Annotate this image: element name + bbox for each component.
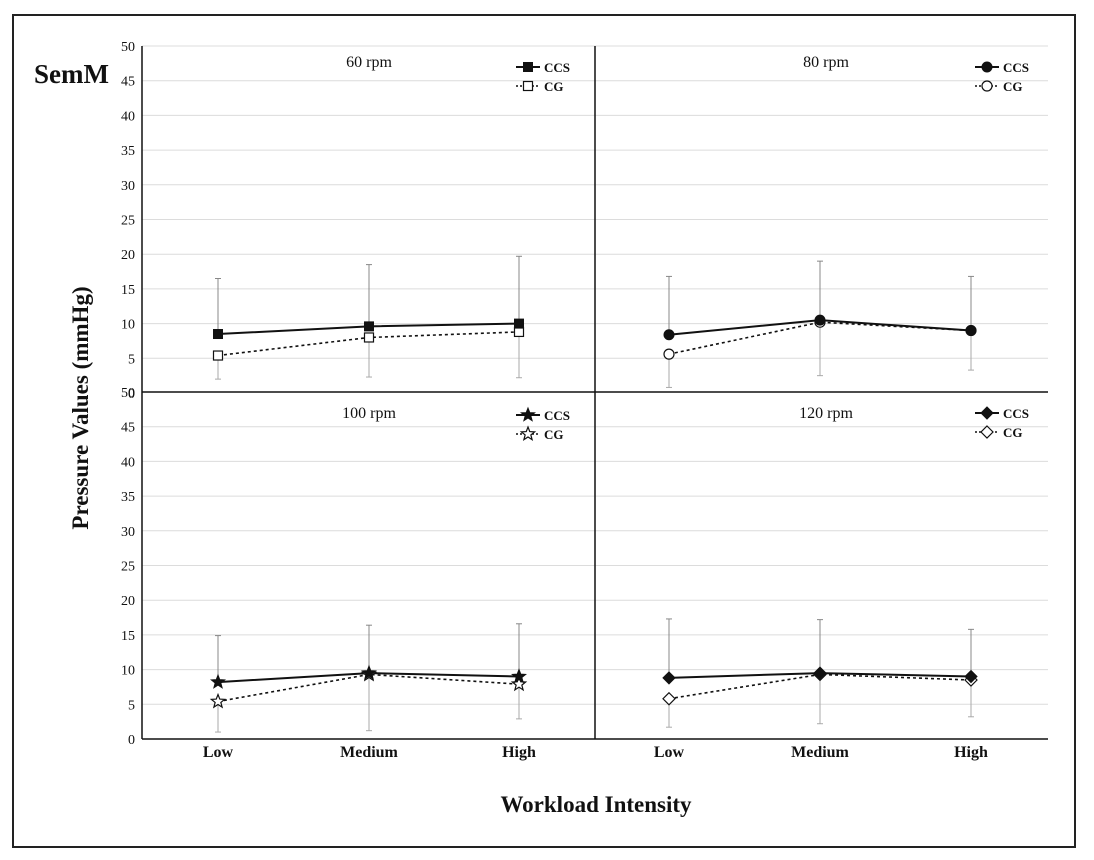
data-point-ccs: [361, 664, 377, 680]
legend-label-ccs: CCS: [1003, 60, 1029, 75]
data-point-cg: [663, 348, 675, 360]
legend-label-ccs: CCS: [544, 60, 570, 75]
legend-label-cg: CG: [1003, 425, 1023, 440]
y-tick-label: 20: [121, 248, 135, 263]
legend-marker-ccs: [980, 406, 994, 420]
y-tick-label: 30: [121, 179, 135, 194]
data-point-ccs: [965, 325, 977, 337]
axes-layer: [141, 46, 1048, 740]
legend-marker-cg: [981, 80, 993, 92]
legend-label-cg: CG: [544, 79, 564, 94]
panel-title: 60 rpm: [346, 54, 392, 71]
y-tick-label: 50: [121, 40, 135, 55]
legend-marker-ccs: [981, 61, 993, 73]
y-tick-label: 0: [128, 733, 135, 748]
y-tick-label: 15: [121, 629, 135, 644]
x-tick-label: High: [502, 744, 536, 761]
data-point-cg: [363, 332, 375, 343]
y-tick-label: 5: [128, 698, 135, 713]
y-tick-label: 50: [121, 386, 135, 401]
data-point-cg: [510, 675, 528, 692]
figure-frame: [12, 14, 1076, 848]
panel-title: 120 rpm: [799, 405, 853, 422]
x-tick-label: Low: [654, 744, 685, 761]
legend-marker-cg: [519, 425, 537, 442]
data-point-cg: [212, 350, 224, 361]
data-point-ccs: [511, 668, 527, 684]
x-tick-label: Medium: [791, 744, 849, 761]
y-tick-label: 20: [121, 594, 135, 609]
data-layer: [209, 61, 999, 733]
legend-label-ccs: CCS: [1003, 406, 1029, 421]
x-axis-title: Workload Intensity: [500, 792, 692, 817]
data-point-cg: [209, 692, 227, 709]
y-tick-label: 10: [121, 318, 135, 333]
data-point-ccs: [210, 673, 226, 689]
data-point-cg: [662, 691, 676, 706]
legend-label-cg: CG: [544, 427, 564, 442]
legend-marker-cg: [522, 80, 534, 92]
y-tick-label: 45: [121, 421, 135, 436]
y-axis-title: Pressure Values (mmHg): [68, 286, 93, 529]
legend-label-ccs: CCS: [544, 408, 570, 423]
y-tick-label: 10: [121, 664, 135, 679]
x-tick-label: Low: [203, 744, 234, 761]
y-tick-label: 35: [121, 490, 135, 505]
series-line-cg: [217, 673, 520, 703]
data-point-cg: [513, 326, 525, 338]
legend-label-cg: CG: [1003, 79, 1023, 94]
data-point-ccs: [213, 329, 223, 340]
y-tick-label: 40: [121, 455, 135, 470]
data-point-ccs: [964, 669, 978, 684]
y-tick-label: 45: [121, 75, 135, 90]
x-tick-label: High: [954, 744, 988, 761]
data-point-ccs: [663, 329, 675, 341]
muscle-label: SemM: [34, 59, 109, 89]
y-tick-label: 15: [121, 283, 135, 298]
data-point-ccs: [364, 321, 374, 332]
y-tick-label: 25: [121, 214, 135, 229]
x-tick-label: Medium: [340, 744, 398, 761]
data-point-ccs: [514, 318, 524, 329]
y-tick-label: 25: [121, 560, 135, 575]
y-tick-label: 5: [128, 352, 135, 367]
legend-marker-ccs: [523, 62, 533, 72]
y-tick-label: 40: [121, 109, 135, 124]
panel-title: 100 rpm: [342, 405, 396, 422]
data-point-ccs: [813, 666, 827, 680]
y-tick-label: 0: [128, 387, 135, 402]
y-tick-label: 30: [121, 525, 135, 540]
panel-title: 80 rpm: [803, 54, 849, 71]
data-point-ccs: [662, 671, 676, 685]
legend-marker-cg: [980, 425, 994, 439]
y-tick-label: 35: [121, 144, 135, 159]
data-point-ccs: [814, 314, 826, 326]
text-layer: SemM Pressure Values (mmHg) Workload Int…: [34, 40, 1029, 817]
legend-marker-ccs: [520, 406, 536, 422]
